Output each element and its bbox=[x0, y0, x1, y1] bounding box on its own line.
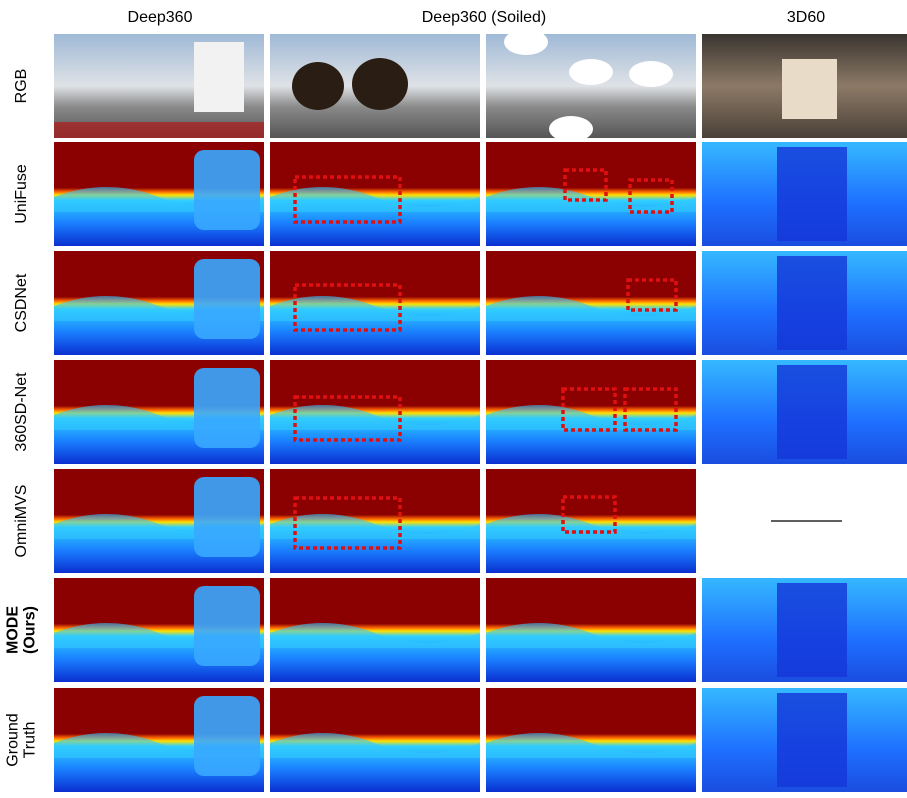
image-cell bbox=[702, 142, 907, 246]
building-depth bbox=[194, 586, 260, 666]
row-label: Truth bbox=[22, 722, 39, 759]
depth-region bbox=[777, 147, 847, 241]
image-cell bbox=[270, 469, 480, 573]
fireplace bbox=[782, 59, 837, 119]
image-cell bbox=[54, 142, 264, 246]
image-cell bbox=[270, 251, 480, 355]
image-cell bbox=[486, 688, 696, 792]
depth-region bbox=[777, 583, 847, 677]
image-cell bbox=[702, 578, 907, 682]
glare bbox=[569, 59, 613, 85]
image-cell bbox=[702, 251, 907, 355]
soil-blob bbox=[292, 62, 344, 110]
row-label: Ground bbox=[5, 713, 22, 766]
column-title: 3D60 bbox=[787, 9, 825, 26]
row-label: RGB bbox=[13, 69, 30, 104]
building-depth bbox=[194, 150, 260, 230]
image-cell bbox=[54, 251, 264, 355]
glare bbox=[504, 29, 548, 55]
glare bbox=[549, 116, 593, 142]
glare bbox=[629, 61, 673, 87]
image-cell bbox=[270, 578, 480, 682]
building-depth bbox=[194, 696, 260, 776]
row-label: CSDNet bbox=[13, 273, 30, 332]
building-depth bbox=[194, 368, 260, 448]
image-cell bbox=[54, 34, 264, 138]
image-cell bbox=[270, 360, 480, 464]
image-cell bbox=[486, 578, 696, 682]
image-cell bbox=[54, 469, 264, 573]
image-cell bbox=[486, 29, 696, 142]
image-cell bbox=[54, 360, 264, 464]
car-hood bbox=[54, 122, 264, 138]
figure: Deep360 Deep360 (Soiled) 3D60 RGB UniFuse… bbox=[0, 0, 907, 798]
row-label: (Ours) bbox=[22, 606, 39, 654]
image-cell bbox=[486, 469, 696, 573]
image-cell bbox=[702, 360, 907, 464]
image-cell bbox=[54, 688, 264, 792]
soil-blob bbox=[352, 58, 408, 110]
image-cell bbox=[702, 34, 907, 138]
image-cell bbox=[54, 578, 264, 682]
image-cell bbox=[270, 688, 480, 792]
row-label: MODE bbox=[5, 606, 22, 654]
column-title: Deep360 (Soiled) bbox=[422, 9, 547, 26]
depth-region bbox=[777, 693, 847, 787]
row-label: UniFuse bbox=[13, 164, 30, 224]
building-depth bbox=[194, 477, 260, 557]
image-cell bbox=[270, 34, 480, 138]
building bbox=[194, 42, 244, 112]
depth-region bbox=[777, 365, 847, 459]
column-title: Deep360 bbox=[128, 9, 193, 26]
row-label: OmniMVS bbox=[13, 485, 30, 558]
building-depth bbox=[194, 259, 260, 339]
row-label: 360SD-Net bbox=[13, 372, 30, 452]
image-cell bbox=[486, 360, 696, 464]
image-cell bbox=[486, 251, 696, 355]
image-cell bbox=[486, 142, 696, 246]
image-cell bbox=[702, 688, 907, 792]
depth-region bbox=[777, 256, 847, 350]
image-cell bbox=[270, 142, 480, 246]
